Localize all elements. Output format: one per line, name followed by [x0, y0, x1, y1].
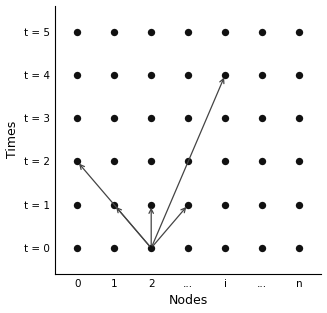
Point — [186, 115, 191, 121]
Point — [186, 159, 191, 164]
Point — [260, 202, 265, 207]
Point — [297, 159, 302, 164]
Point — [148, 72, 154, 77]
Point — [186, 72, 191, 77]
Point — [112, 72, 117, 77]
Point — [297, 202, 302, 207]
Point — [148, 29, 154, 34]
Point — [75, 115, 80, 121]
Point — [75, 29, 80, 34]
Point — [223, 72, 228, 77]
Point — [112, 245, 117, 250]
Point — [148, 115, 154, 121]
Point — [112, 202, 117, 207]
Point — [148, 245, 154, 250]
Point — [297, 29, 302, 34]
Point — [297, 115, 302, 121]
Point — [260, 72, 265, 77]
Point — [75, 245, 80, 250]
Point — [223, 29, 228, 34]
Point — [260, 29, 265, 34]
Y-axis label: Times: Times — [6, 121, 19, 158]
Point — [75, 202, 80, 207]
Point — [223, 245, 228, 250]
Point — [75, 159, 80, 164]
Point — [112, 115, 117, 121]
Point — [148, 159, 154, 164]
Point — [186, 245, 191, 250]
Point — [260, 159, 265, 164]
Point — [260, 245, 265, 250]
Point — [297, 72, 302, 77]
Point — [223, 159, 228, 164]
Point — [112, 29, 117, 34]
X-axis label: Nodes: Nodes — [169, 295, 208, 307]
Point — [148, 202, 154, 207]
Point — [112, 159, 117, 164]
Point — [223, 115, 228, 121]
Point — [223, 202, 228, 207]
Point — [186, 29, 191, 34]
Point — [186, 202, 191, 207]
Point — [297, 245, 302, 250]
Point — [260, 115, 265, 121]
Point — [75, 72, 80, 77]
